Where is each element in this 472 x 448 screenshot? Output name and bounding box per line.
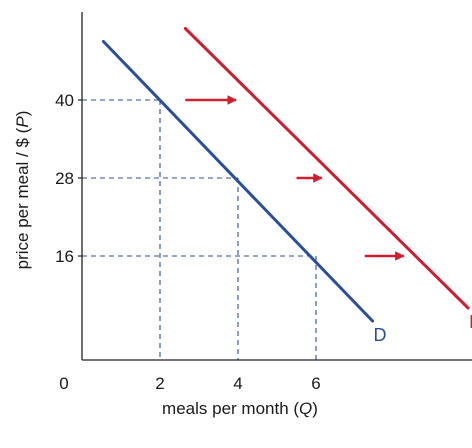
x-axis-label-close: ) <box>312 399 318 418</box>
dashed-guides <box>82 99 317 360</box>
y-axis-label-text: price per meal / $ ( <box>13 127 32 269</box>
demand-curves: DD <box>101 27 472 345</box>
x-tick-label-4: 4 <box>233 374 242 393</box>
x-axis-label-text: meals per month ( <box>162 399 299 418</box>
demand-curve-original <box>101 40 375 323</box>
x-tick-label-2: 2 <box>155 374 164 393</box>
shift-arrows <box>185 95 405 261</box>
y-axis-label: price per meal / $ (P) <box>13 111 32 270</box>
y-tick-label-40: 40 <box>55 91 74 110</box>
y-tick-label-16: 16 <box>55 247 74 266</box>
y-tick-label-28: 28 <box>55 169 74 188</box>
origin-label: 0 <box>59 374 68 393</box>
demand-curve-shifted <box>183 27 470 310</box>
demand-curve-original-label: D <box>374 325 387 345</box>
y-axis-label-var: P <box>13 116 32 128</box>
demand-curve-shifted-label: D <box>469 312 472 332</box>
x-axis-label-var: Q <box>299 399 312 418</box>
x-tick-label-6: 6 <box>311 374 320 393</box>
x-axis-label: meals per month (Q) <box>162 399 318 418</box>
tick-labels: 2 4 6 40 28 16 <box>55 91 321 393</box>
y-axis-label-close: ) <box>13 111 32 117</box>
